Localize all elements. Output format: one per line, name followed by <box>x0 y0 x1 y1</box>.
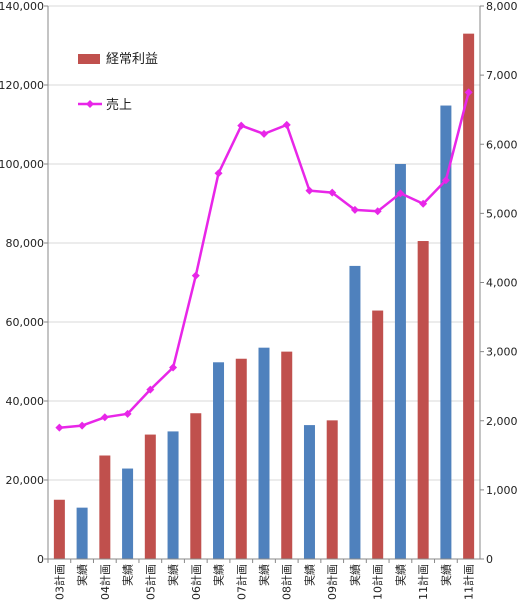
legend-swatch-profit <box>78 54 100 64</box>
sales-point <box>214 169 223 178</box>
sales-point <box>100 413 109 422</box>
sales-point <box>464 88 473 97</box>
y-right-tick-label: 6,000 <box>486 138 518 151</box>
x-tick-label: 06計画 <box>189 564 203 600</box>
bar <box>326 420 338 559</box>
x-tick-label: 実績 <box>393 564 407 586</box>
legend: 経常利益 売上 <box>78 52 158 113</box>
y-right-tick-label: 0 <box>486 553 493 566</box>
bar <box>349 265 361 559</box>
y-right-tick-label: 7,000 <box>486 69 518 82</box>
bar <box>417 241 429 559</box>
x-tick-label: 08計画 <box>280 564 294 600</box>
x-tick-label: 実績 <box>212 564 226 586</box>
sales-point <box>123 409 132 418</box>
sales-point <box>441 176 450 185</box>
bar <box>281 351 293 559</box>
bars <box>53 33 475 559</box>
x-tick-label: 実績 <box>439 564 453 586</box>
sales-line <box>55 88 473 432</box>
y-left-tick-label: 140,000 <box>0 0 44 13</box>
bar <box>122 468 134 559</box>
x-tick-label: 実績 <box>166 564 180 586</box>
bar <box>190 413 202 559</box>
sales-point <box>396 189 405 198</box>
x-tick-label: 05計画 <box>143 564 157 600</box>
x-tick-label: 実績 <box>121 564 135 586</box>
x-tick-label: 実績 <box>257 564 271 586</box>
bar <box>463 33 475 559</box>
bar <box>76 507 88 559</box>
gridlines <box>48 5 480 481</box>
legend-label-sales: 売上 <box>106 97 132 113</box>
y-left-tick-label: 60,000 <box>6 316 45 329</box>
bar <box>53 499 65 559</box>
sales-point <box>350 205 359 214</box>
x-tick-label: 03計画 <box>52 564 66 600</box>
legend-label-profit: 経常利益 <box>106 52 158 67</box>
x-tick-label: 07計画 <box>234 564 248 600</box>
bar <box>99 455 111 559</box>
y-left-tick-label: 0 <box>37 553 44 566</box>
sales-point <box>282 120 291 129</box>
x-tick-label: 実績 <box>302 564 316 586</box>
bar <box>167 431 179 559</box>
x-tick-label: 11計画 <box>462 564 476 600</box>
bar <box>213 362 225 559</box>
bar <box>372 310 384 559</box>
sales-point <box>305 186 314 195</box>
legend-marker-sales <box>86 100 94 108</box>
y-right-tick-label: 3,000 <box>486 346 518 359</box>
sales-point <box>191 271 200 280</box>
bar <box>144 434 156 559</box>
sales-point <box>373 207 382 216</box>
sales-point <box>146 385 155 394</box>
sales-point <box>78 421 87 430</box>
sales-point <box>328 188 337 197</box>
sales-point <box>169 363 178 372</box>
bar <box>235 358 247 559</box>
y-right-tick-label: 5,000 <box>486 207 518 220</box>
sales-point <box>55 423 64 432</box>
y-right-tick-label: 8,000 <box>486 0 518 13</box>
x-tick-label: 実績 <box>348 564 362 586</box>
x-tick-label: 09計画 <box>325 564 339 600</box>
y-left-tick-label: 40,000 <box>6 395 45 408</box>
sales-point <box>260 129 268 138</box>
y-left-tick-label: 120,000 <box>0 79 44 92</box>
x-tick-label: 実績 <box>75 564 89 586</box>
sales-point <box>237 121 246 130</box>
bar <box>440 105 452 559</box>
y-left-tick-label: 80,000 <box>6 237 45 250</box>
x-tick-label: 11計画 <box>416 564 430 600</box>
x-tick-label: 04計画 <box>98 564 112 600</box>
y-right-tick-label: 1,000 <box>486 484 518 497</box>
y-left-tick-label: 100,000 <box>0 158 44 171</box>
bar <box>303 425 315 559</box>
axes: 0 20,000 40,000 60,000 80,000 100,000 120,000 1… <box>0 0 518 600</box>
x-tick-label: 10計画 <box>371 564 385 600</box>
sales-point <box>419 199 428 208</box>
bar <box>394 164 406 559</box>
y-left-tick-label: 20,000 <box>6 474 45 487</box>
y-right-tick-label: 2,000 <box>486 415 518 428</box>
y-right-tick-label: 4,000 <box>486 277 518 290</box>
bar <box>258 347 270 559</box>
